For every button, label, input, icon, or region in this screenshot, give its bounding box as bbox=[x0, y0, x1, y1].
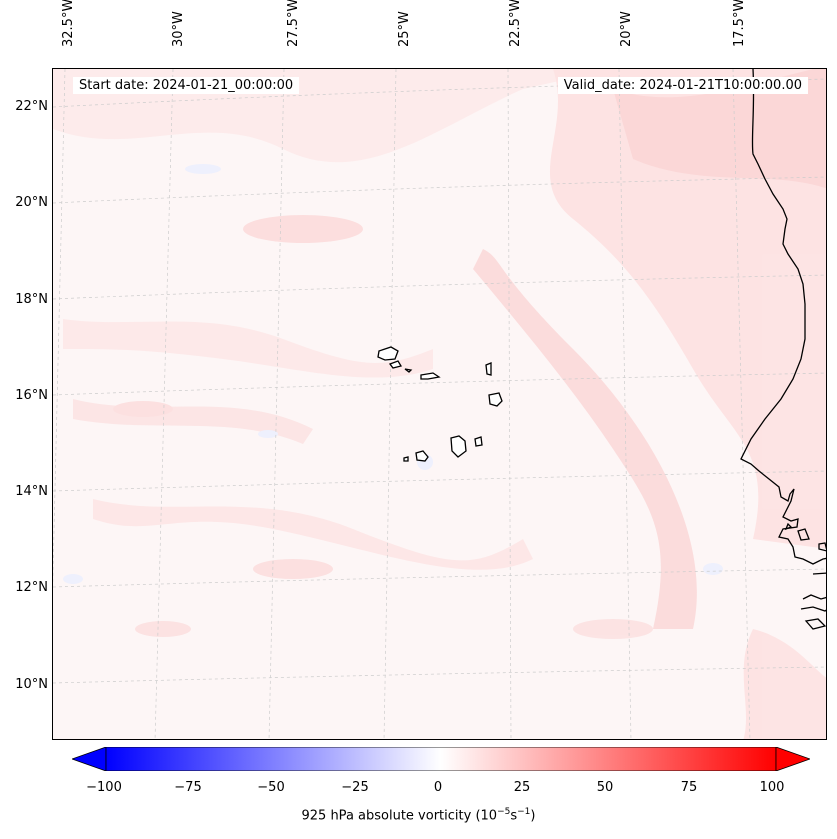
colorbar-tick: −25 bbox=[341, 780, 369, 795]
colorbar bbox=[72, 747, 810, 771]
colorbar-gradient bbox=[105, 747, 777, 771]
lon-label-32-5w: 32.5°W bbox=[61, 0, 76, 47]
colorbar-tick: −50 bbox=[257, 780, 285, 795]
negative-vorticity-patches bbox=[63, 164, 723, 584]
colorbar-tick: −75 bbox=[174, 780, 202, 795]
lon-label-30w: 30°W bbox=[171, 11, 186, 47]
lon-label-27-5w: 27.5°W bbox=[286, 0, 301, 47]
lon-label-20w: 20°W bbox=[619, 11, 634, 47]
colorbar-tick: 75 bbox=[680, 780, 698, 795]
cape-verde-islands bbox=[377, 346, 503, 462]
lon-label-22-5w: 22.5°W bbox=[508, 0, 523, 47]
valid-date-label: Valid_date: 2024-01-21T10:00:00.00 bbox=[557, 77, 808, 94]
map-canvas bbox=[53, 69, 826, 739]
lat-label-10n: 10°N bbox=[15, 677, 48, 692]
colorbar-label: 925 hPa absolute vorticity (10−5s−1) bbox=[301, 807, 536, 824]
lat-label-20n: 20°N bbox=[15, 195, 48, 210]
lat-label-14n: 14°N bbox=[15, 484, 48, 499]
colorbar-max-extend bbox=[775, 747, 810, 771]
vorticity-map: Start date: 2024-01-21_00:00:00 Valid_da… bbox=[52, 68, 827, 740]
lat-label-18n: 18°N bbox=[15, 292, 48, 307]
colorbar-tick: 0 bbox=[433, 780, 443, 795]
colorbar-tick: 25 bbox=[513, 780, 531, 795]
lon-label-17-5w: 17.5°W bbox=[732, 0, 747, 47]
colorbar-tick: 50 bbox=[596, 780, 614, 795]
lat-label-22n: 22°N bbox=[15, 99, 48, 114]
lat-label-16n: 16°N bbox=[15, 388, 48, 403]
colorbar-min-extend bbox=[72, 747, 107, 771]
lon-label-25w: 25°W bbox=[397, 11, 412, 47]
colorbar-tick: −100 bbox=[86, 780, 122, 795]
lat-label-12n: 12°N bbox=[15, 580, 48, 595]
colorbar-tick: 100 bbox=[759, 780, 785, 795]
vorticity-field bbox=[53, 69, 826, 739]
graticule bbox=[53, 69, 826, 739]
african-coastline bbox=[740, 69, 826, 630]
start-date-label: Start date: 2024-01-21_00:00:00 bbox=[73, 77, 300, 94]
